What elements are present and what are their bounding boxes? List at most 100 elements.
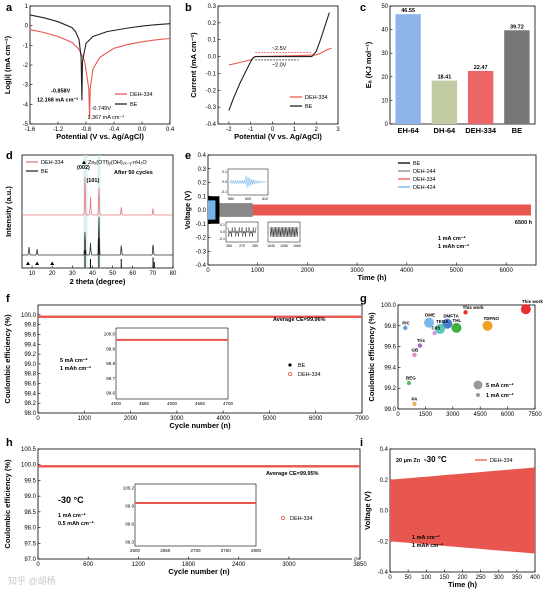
panel-e-x-tick: 1000: [251, 268, 265, 274]
panel-f-y-tick: 99.0: [24, 362, 36, 368]
panel-g-point: [412, 401, 417, 406]
panel-c-y-title: Eₐ (KJ mol⁻¹): [364, 41, 373, 88]
panel-g-point: [451, 322, 462, 333]
panel-e-inset-y-tick: 0.0: [222, 180, 227, 184]
legend-label: BE: [413, 161, 421, 167]
legend-label: 1 mA cm⁻²: [486, 392, 514, 399]
panel-f-x-tick: 1000: [78, 416, 92, 422]
panel-a-x-tick: -0.8: [81, 127, 92, 133]
legend-label: BE: [305, 104, 313, 110]
panel-b-y-tick: 0.2: [208, 21, 217, 27]
panel-e-inset: [225, 221, 259, 243]
panel-f-inset-x-tick: 4650: [195, 401, 206, 406]
panel-d-highlight: [97, 155, 101, 268]
panel-e-inset: [267, 221, 301, 243]
panel-a-x-tick: -1.2: [53, 127, 64, 133]
panel-e-x-tick: 5000: [450, 268, 464, 274]
panel-f-x-title: Cycle number (n): [169, 421, 231, 430]
panel-i-annotation: 20 μm Zn: [396, 458, 421, 464]
legend-label: DEH-334: [290, 516, 313, 522]
panel-e-y-tick: -0.4: [196, 263, 207, 269]
panel-b-annotation: ~2.0V: [272, 63, 287, 69]
panel-f-x-tick: 4000: [216, 416, 230, 422]
panel-a-x-tick: 0.4: [166, 127, 175, 133]
panel-a-y-tick: -3: [23, 83, 29, 89]
panel-i-annotation: 1 mA cm⁻²: [412, 534, 440, 541]
panel-i-x-title: Time (h): [448, 580, 478, 589]
panel-g-x-tick: 7500: [528, 412, 542, 418]
panel-b-x-tick: -2: [226, 127, 232, 133]
panel-a-x-title: Potential (V vs. Ag/AgCl): [56, 132, 144, 141]
legend-label: BE: [41, 169, 49, 175]
panel-label-e: e: [185, 150, 191, 162]
panel-g-point: [482, 320, 493, 331]
panel-e-inset-y-tick: 0.0: [220, 230, 225, 234]
panel-f-inset-x-tick: 4700: [223, 401, 234, 406]
panel-c-y-tick: 0: [385, 122, 389, 128]
panel-d-x-tick: 50: [109, 271, 116, 277]
panel-g-x-tick: 4500: [474, 412, 488, 418]
panel-f-y-tick: 99.8: [24, 323, 36, 329]
panel-h-inset-y-tick: 99.3: [125, 540, 134, 545]
panel-h-y-tick: 97.0: [24, 557, 36, 563]
panel-h-annotation: 1 mA cm⁻²: [58, 512, 86, 519]
panel-e-y-title: Voltage (V): [183, 190, 192, 229]
panel-g-point: [520, 304, 531, 315]
panel-c-y-tick: 10: [381, 98, 388, 104]
panel-c-y-tick: 30: [381, 51, 388, 57]
panel-b-y-tick: 0.3: [208, 4, 217, 10]
panel-a-y-tick: -2: [23, 63, 29, 69]
panel-h-inset-x-tick: 2750: [221, 548, 232, 553]
panel-h-y-tick: 97.5: [24, 541, 36, 547]
panel-e-annotation: 6500 h: [515, 220, 533, 226]
panel-d-marker: [26, 261, 31, 265]
panel-c-y-tick: 20: [381, 75, 388, 81]
panel-e-inset-x-tick: 1060: [293, 244, 301, 248]
panel-g-point-label: TDFNO: [484, 316, 500, 321]
panel-b-x-tick: 3: [336, 127, 340, 133]
panel-a-y-title: Log|i| (mA cm⁻²): [3, 35, 12, 94]
panel-h-inset-x-tick: 2800: [251, 548, 262, 553]
panel-b-x-tick: 2: [315, 127, 319, 133]
panel-g-point: [417, 343, 423, 348]
panel-e-inset-x-tick: 280: [252, 244, 258, 248]
panel-d-x-tick: 10: [29, 271, 36, 277]
legend-label: DEH-334: [413, 177, 436, 183]
panel-g-point-label: THL: [452, 318, 461, 323]
panel-e-trace-DEH-334: [208, 204, 532, 216]
panel-e-y-tick: -0.2: [196, 236, 207, 242]
panel-c-value-label: 22.47: [474, 65, 488, 71]
panel-f-inset-y-tick: 99.9: [106, 346, 115, 351]
panel-e-y-tick: 0.1: [198, 194, 207, 200]
panel-label-a: a: [6, 2, 13, 14]
panel-b-y-tick: -0.1: [206, 71, 217, 77]
panel-h-inset-x-tick: 2600: [130, 548, 141, 553]
panel-a-x-tick: 0.0: [138, 127, 147, 133]
panel-b-annotation: ~2.5V: [272, 46, 287, 52]
panel-f-y-tick: 99.6: [24, 332, 36, 338]
panel-g-y-tick: 99.4: [384, 365, 396, 371]
panel-c-axes: [389, 5, 536, 125]
panel-e-trace-DEH-424: [208, 200, 216, 220]
panel-h-y-tick: 100.5: [21, 447, 37, 453]
panel-h-y-tick: 100.0: [21, 463, 37, 469]
panel-c-bar-DEH-334: [467, 70, 494, 124]
panel-e-inset-y-tick: 0.1: [222, 170, 227, 174]
panel-c-value-label: 39.72: [510, 24, 524, 30]
panel-g-x-tick: 0: [396, 412, 400, 418]
panel-d-reference-label: Znₓ(OTf)ᵧ(OH)₂ₓ₋ᵧ·nH₂O: [88, 160, 147, 166]
legend-swatch: [280, 516, 285, 521]
panel-c-category-label: DH-64: [434, 126, 457, 135]
panel-e-inset-y-tick: -0.1: [219, 237, 225, 241]
panel-f-inset-series: [116, 338, 228, 341]
panel-f-inset-y-tick: 99.6: [106, 391, 115, 396]
panel-e-inset-x-tick: 260: [226, 244, 232, 248]
panel-g-point-label: BEG: [406, 376, 416, 381]
panel-e-y-tick: -0.3: [196, 249, 207, 255]
panel-f-y-tick: 98.6: [24, 382, 36, 388]
watermark: 知乎 @胡杨: [8, 575, 56, 586]
panel-g-y-tick: 99.6: [384, 345, 396, 351]
panel-a-x-tick: -0.4: [109, 127, 120, 133]
panel-i-x-tick: 250: [476, 575, 487, 581]
panel-i-x-tick: 350: [512, 575, 523, 581]
